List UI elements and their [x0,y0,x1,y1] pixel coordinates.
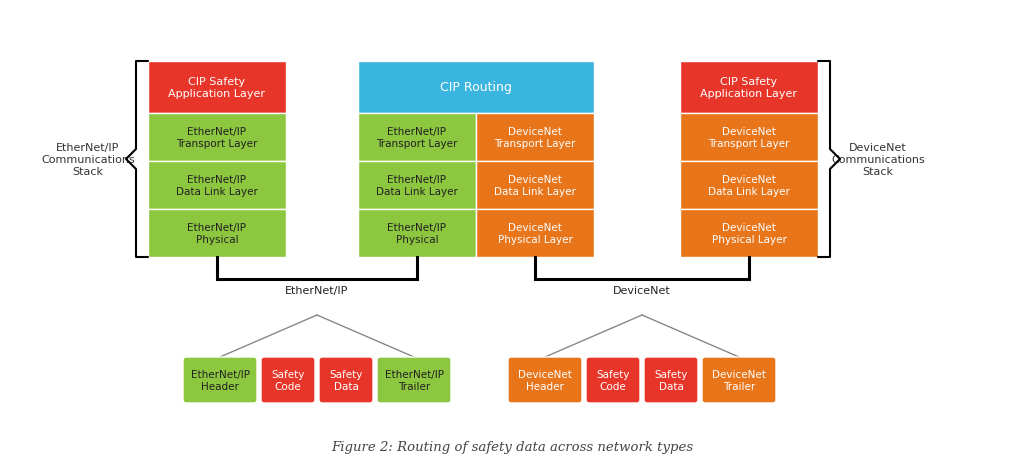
Text: Safety
Data: Safety Data [654,369,688,392]
FancyBboxPatch shape [377,357,451,403]
Text: EtherNet/IP
Communications
Stack: EtherNet/IP Communications Stack [41,143,135,176]
Text: DeviceNet
Header: DeviceNet Header [518,369,572,392]
Text: EtherNet/IP
Physical: EtherNet/IP Physical [187,222,247,245]
Text: DeviceNet
Physical Layer: DeviceNet Physical Layer [498,222,572,245]
Text: EtherNet/IP
Data Link Layer: EtherNet/IP Data Link Layer [176,174,258,197]
Text: DeviceNet
Transport Layer: DeviceNet Transport Layer [709,127,790,149]
Text: DeviceNet
Physical Layer: DeviceNet Physical Layer [712,222,786,245]
Text: EtherNet/IP
Transport Layer: EtherNet/IP Transport Layer [376,127,458,149]
FancyBboxPatch shape [476,114,594,162]
FancyBboxPatch shape [702,357,776,403]
FancyBboxPatch shape [148,62,286,114]
FancyBboxPatch shape [644,357,698,403]
FancyBboxPatch shape [148,210,286,257]
Text: DeviceNet
Data Link Layer: DeviceNet Data Link Layer [708,174,790,197]
Text: EtherNet/IP: EtherNet/IP [286,285,349,295]
FancyBboxPatch shape [508,357,582,403]
Text: CIP Safety
Application Layer: CIP Safety Application Layer [169,77,265,99]
FancyBboxPatch shape [358,114,476,162]
Text: CIP Safety
Application Layer: CIP Safety Application Layer [700,77,798,99]
Text: CIP Routing: CIP Routing [440,81,512,94]
FancyBboxPatch shape [358,62,594,114]
FancyBboxPatch shape [319,357,373,403]
Text: Safety
Code: Safety Code [596,369,630,392]
Text: Safety
Code: Safety Code [271,369,305,392]
FancyBboxPatch shape [183,357,257,403]
Text: DeviceNet
Transport Layer: DeviceNet Transport Layer [495,127,575,149]
FancyBboxPatch shape [680,162,818,210]
FancyBboxPatch shape [261,357,315,403]
Text: DeviceNet
Communications
Stack: DeviceNet Communications Stack [831,143,925,176]
FancyBboxPatch shape [148,162,286,210]
FancyBboxPatch shape [680,210,818,257]
FancyBboxPatch shape [680,62,818,114]
Text: DeviceNet
Data Link Layer: DeviceNet Data Link Layer [494,174,575,197]
Text: EtherNet/IP
Header: EtherNet/IP Header [190,369,250,392]
Text: EtherNet/IP
Data Link Layer: EtherNet/IP Data Link Layer [376,174,458,197]
Text: EtherNet/IP
Trailer: EtherNet/IP Trailer [384,369,443,392]
FancyBboxPatch shape [148,114,286,162]
FancyBboxPatch shape [358,210,476,257]
Text: EtherNet/IP
Physical: EtherNet/IP Physical [387,222,446,245]
FancyBboxPatch shape [358,162,476,210]
Text: EtherNet/IP
Transport Layer: EtherNet/IP Transport Layer [176,127,258,149]
Text: DeviceNet
Trailer: DeviceNet Trailer [712,369,766,392]
Text: DeviceNet: DeviceNet [613,285,671,295]
FancyBboxPatch shape [476,210,594,257]
FancyBboxPatch shape [586,357,640,403]
Text: Safety
Data: Safety Data [330,369,362,392]
FancyBboxPatch shape [476,162,594,210]
FancyBboxPatch shape [680,114,818,162]
Text: Figure 2: Routing of safety data across network types: Figure 2: Routing of safety data across … [331,441,693,453]
